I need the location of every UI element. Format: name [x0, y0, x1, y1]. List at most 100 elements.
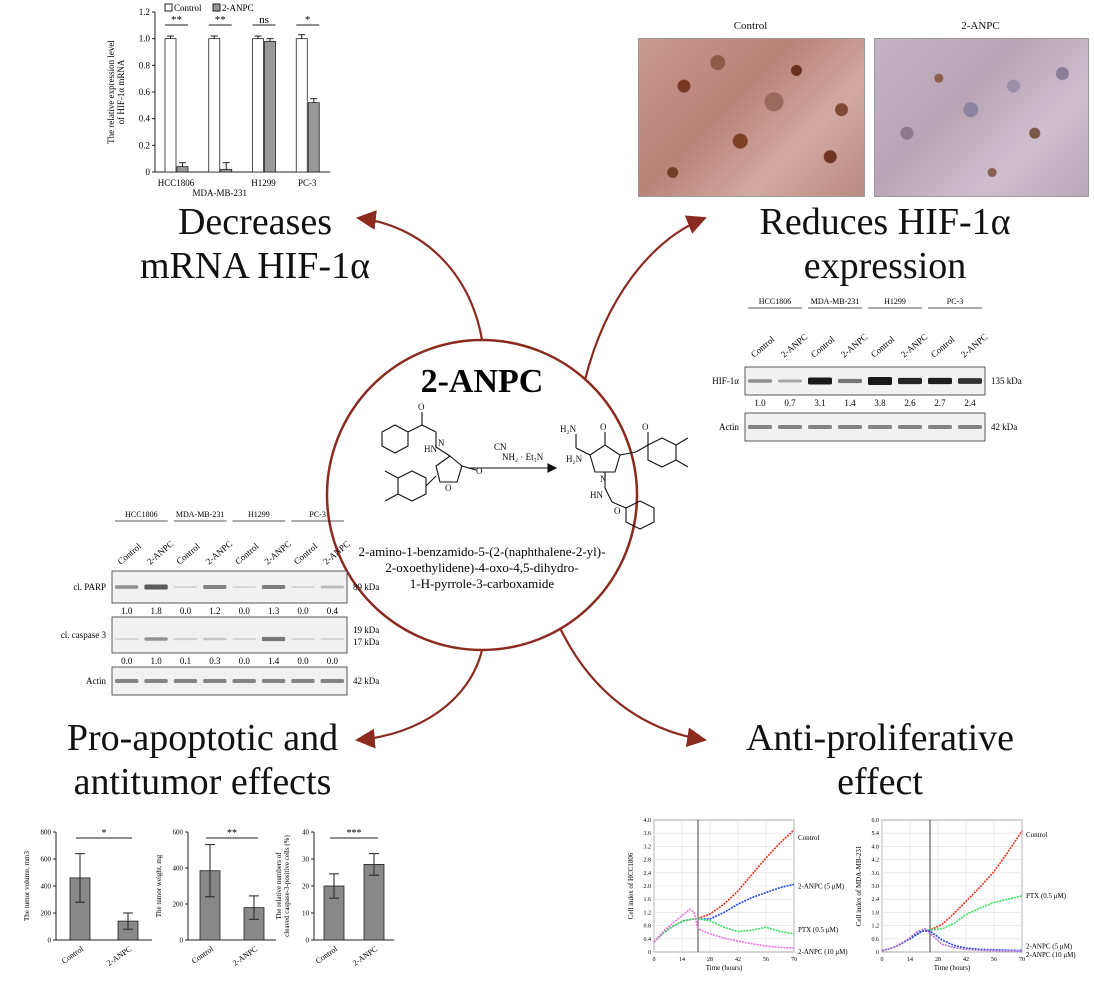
significance-label: *** [347, 828, 362, 839]
series-label: Control [798, 834, 819, 842]
series-label: 2-ANPC (10 μM) [1026, 951, 1076, 959]
y-tick-label: 2.0 [644, 884, 652, 890]
lane-label: Control [174, 541, 202, 567]
y-tick-label: 4.0 [644, 818, 652, 824]
y-axis-label: The relative numbers of [275, 852, 283, 920]
blot-band [958, 378, 982, 384]
bar [220, 168, 233, 173]
series-label: Control [1026, 831, 1047, 839]
row-label: cl. caspase 3 [61, 630, 107, 640]
y-tick-label: 2.4 [872, 897, 880, 903]
blot-band [144, 637, 168, 641]
quant-value: 0.0 [180, 606, 192, 616]
blot-band [778, 425, 802, 429]
bar [363, 864, 385, 941]
svg-text:HN: HN [590, 490, 603, 500]
blot-band [958, 425, 982, 429]
significance-label: ns [259, 14, 269, 26]
quant-value: 1.8 [150, 606, 162, 616]
quant-value: 2.4 [964, 398, 976, 408]
series-label: PTX (0.5 μM) [1026, 892, 1067, 900]
y-axis-label: The relative expression level [106, 40, 116, 144]
blot-band [320, 638, 344, 640]
bar [176, 166, 189, 173]
lane-label: 2-ANPC [899, 332, 930, 360]
series-line [653, 908, 795, 949]
row-label: Actin [86, 676, 106, 686]
svg-text:O: O [614, 506, 621, 516]
blot-membrane [111, 616, 348, 654]
quant-value: 1.2 [209, 606, 220, 616]
heading-apoptotic-line2: antitumor effects [73, 761, 332, 803]
legend-label: Control [174, 3, 202, 13]
series-line [653, 918, 795, 943]
category-label: 2-ANPC [351, 944, 379, 967]
y-tick-label: 0 [306, 937, 310, 945]
x-tick-label: 70 [791, 957, 797, 963]
blot-band [868, 376, 892, 386]
category-label: Control [60, 944, 86, 966]
x-axis-label: Time (hours) [934, 964, 971, 972]
legend-swatch [212, 3, 221, 12]
compound-name-line2: 2-oxoethylidene)-4-oxo-4,5-dihydro- [385, 560, 578, 575]
x-tick-label: 56 [763, 957, 769, 963]
x-tick-label: 0 [881, 957, 884, 963]
y-tick-label: 200 [41, 910, 52, 918]
blot-band [868, 425, 892, 429]
legend-swatch [164, 3, 173, 12]
category-label: H1299 [251, 178, 276, 188]
cell-line-label: H1299 [884, 297, 906, 306]
arrow-to-proliferative [559, 627, 707, 748]
cell-line-label: MDA-MB-231 [811, 297, 859, 306]
kda-label: 89 kDa [353, 582, 379, 592]
significance-label: ** [227, 828, 237, 839]
x-tick-label: 14 [907, 957, 913, 963]
ihc-control-title: Control [733, 20, 768, 32]
y-tick-label: 0 [648, 950, 651, 956]
bar [295, 38, 308, 173]
bar [252, 38, 264, 173]
quant-value: 1.0 [754, 398, 766, 408]
blot-band [320, 679, 344, 683]
y-tick-label: 0.2 [139, 140, 150, 150]
blot-band [291, 586, 315, 588]
series-label: 2-ANPC (5 μM) [798, 882, 845, 890]
category-label: Control [314, 944, 340, 966]
y-axis-label: cleaved caspase-3-positive cells (%) [283, 835, 291, 937]
quant-value: 1.4 [844, 398, 856, 408]
heading-proliferative: Anti-proliferative effect [680, 716, 1080, 804]
y-tick-label: 0 [876, 950, 879, 956]
svg-text:O: O [445, 483, 452, 493]
significance-label: ** [171, 14, 182, 26]
quant-value: 0.0 [239, 606, 251, 616]
mrna-bar-chart: 0 0.2 0.4 0.6 0.8 1.0 1.2 The relative expressi… [106, 3, 330, 198]
heading-proliferative-line1: Anti-proliferative [745, 717, 1014, 759]
quant-value: 1.4 [268, 656, 280, 666]
blot-band [928, 377, 952, 385]
heading-hif-line2: expression [803, 245, 967, 287]
blot-band [115, 679, 139, 683]
y-tick-label: 1.2 [644, 910, 652, 916]
x-tick-label: 42 [963, 957, 969, 963]
significance-label: ** [215, 14, 226, 26]
quant-value: 1.3 [268, 606, 280, 616]
blot-band [928, 425, 952, 429]
blot-band [778, 379, 802, 383]
cell-line-label: PC-3 [947, 297, 963, 306]
quant-value: 0.4 [327, 606, 339, 616]
series-line [881, 927, 1023, 952]
lane-label: 2-ANPC [321, 539, 352, 567]
category-label: 2-ANPC [105, 944, 133, 967]
y-tick-label: 0.4 [139, 114, 151, 124]
x-axis-label: Time (hours) [706, 964, 743, 972]
compound-title: 2-ANPC [421, 363, 544, 400]
ihc-control-image [638, 38, 865, 197]
blot-band [291, 638, 315, 640]
series-label: 2-ANPC (10 μM) [798, 948, 848, 956]
y-axis-label: Cell index of HCC1806 [627, 852, 635, 919]
blot-band [203, 679, 227, 683]
reaction-scheme [381, 412, 689, 530]
legend-label: 2-ANPC [222, 3, 254, 13]
